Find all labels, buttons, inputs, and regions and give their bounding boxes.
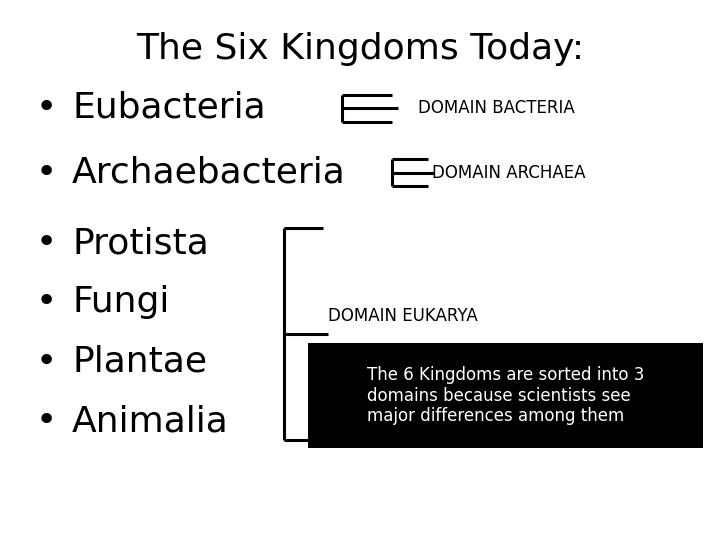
Text: •: • xyxy=(36,345,58,379)
Text: DOMAIN ARCHAEA: DOMAIN ARCHAEA xyxy=(432,164,585,182)
Text: Fungi: Fungi xyxy=(72,286,169,319)
Text: DOMAIN EUKARYA: DOMAIN EUKARYA xyxy=(328,307,477,325)
Text: •: • xyxy=(36,226,58,260)
Text: Plantae: Plantae xyxy=(72,345,207,379)
Text: Eubacteria: Eubacteria xyxy=(72,91,266,125)
Text: •: • xyxy=(36,404,58,438)
Text: DOMAIN BACTERIA: DOMAIN BACTERIA xyxy=(418,99,575,117)
Text: •: • xyxy=(36,156,58,190)
Text: •: • xyxy=(36,286,58,319)
Text: Animalia: Animalia xyxy=(72,404,229,438)
Text: The Six Kingdoms Today:: The Six Kingdoms Today: xyxy=(136,32,584,66)
FancyBboxPatch shape xyxy=(308,343,703,448)
Text: •: • xyxy=(36,91,58,125)
Text: Archaebacteria: Archaebacteria xyxy=(72,156,346,190)
Text: Protista: Protista xyxy=(72,226,209,260)
Text: The 6 Kingdoms are sorted into 3
domains because scientists see
major difference: The 6 Kingdoms are sorted into 3 domains… xyxy=(366,366,644,426)
